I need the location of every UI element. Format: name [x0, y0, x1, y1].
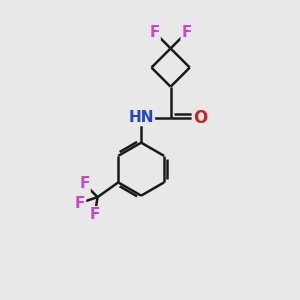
- Text: F: F: [75, 196, 85, 211]
- Text: F: F: [89, 207, 100, 222]
- Text: HN: HN: [128, 110, 154, 125]
- Text: F: F: [79, 176, 89, 191]
- Text: F: F: [182, 25, 192, 40]
- Text: O: O: [193, 109, 207, 127]
- Text: F: F: [149, 25, 160, 40]
